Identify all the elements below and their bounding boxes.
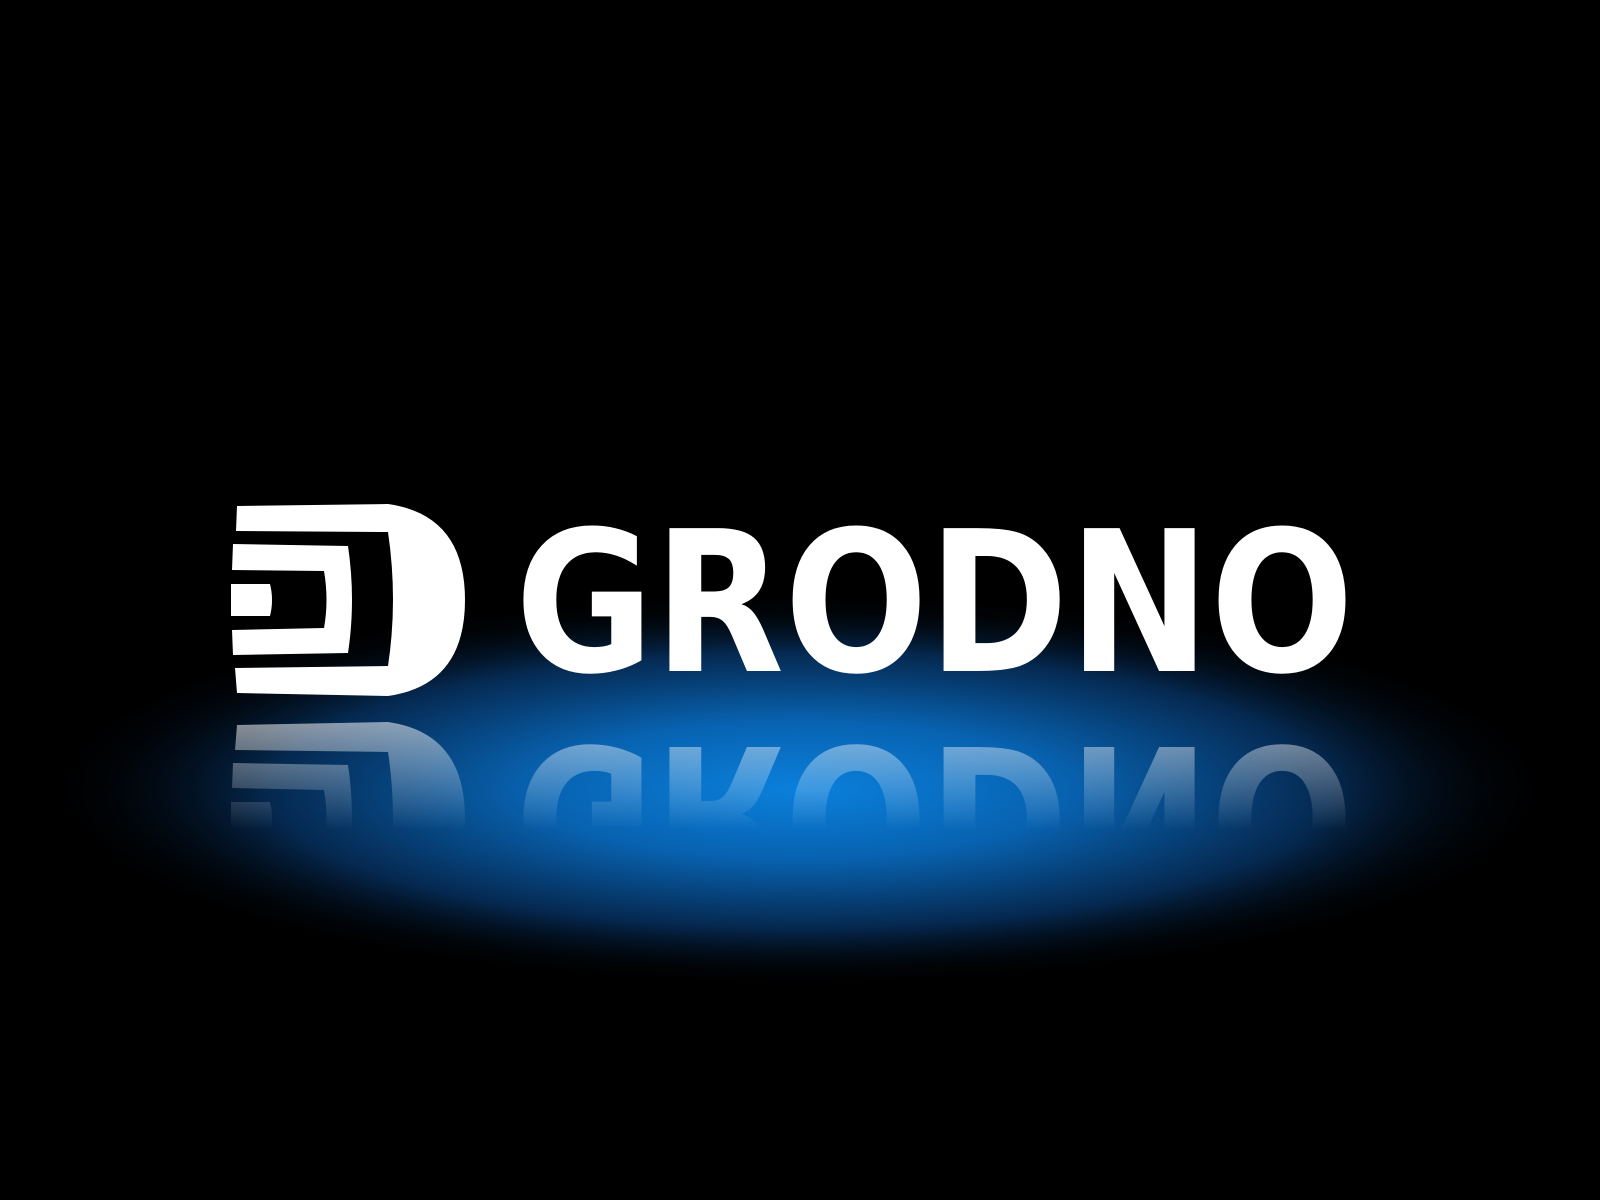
logo-text: GRODNO [515,490,1354,718]
logo: GRODNO [231,490,1354,718]
logo-reflection: GRODNO [231,700,1354,928]
logo-text-reflection: GRODNO [515,700,1354,928]
blue-glow [0,400,1600,1200]
